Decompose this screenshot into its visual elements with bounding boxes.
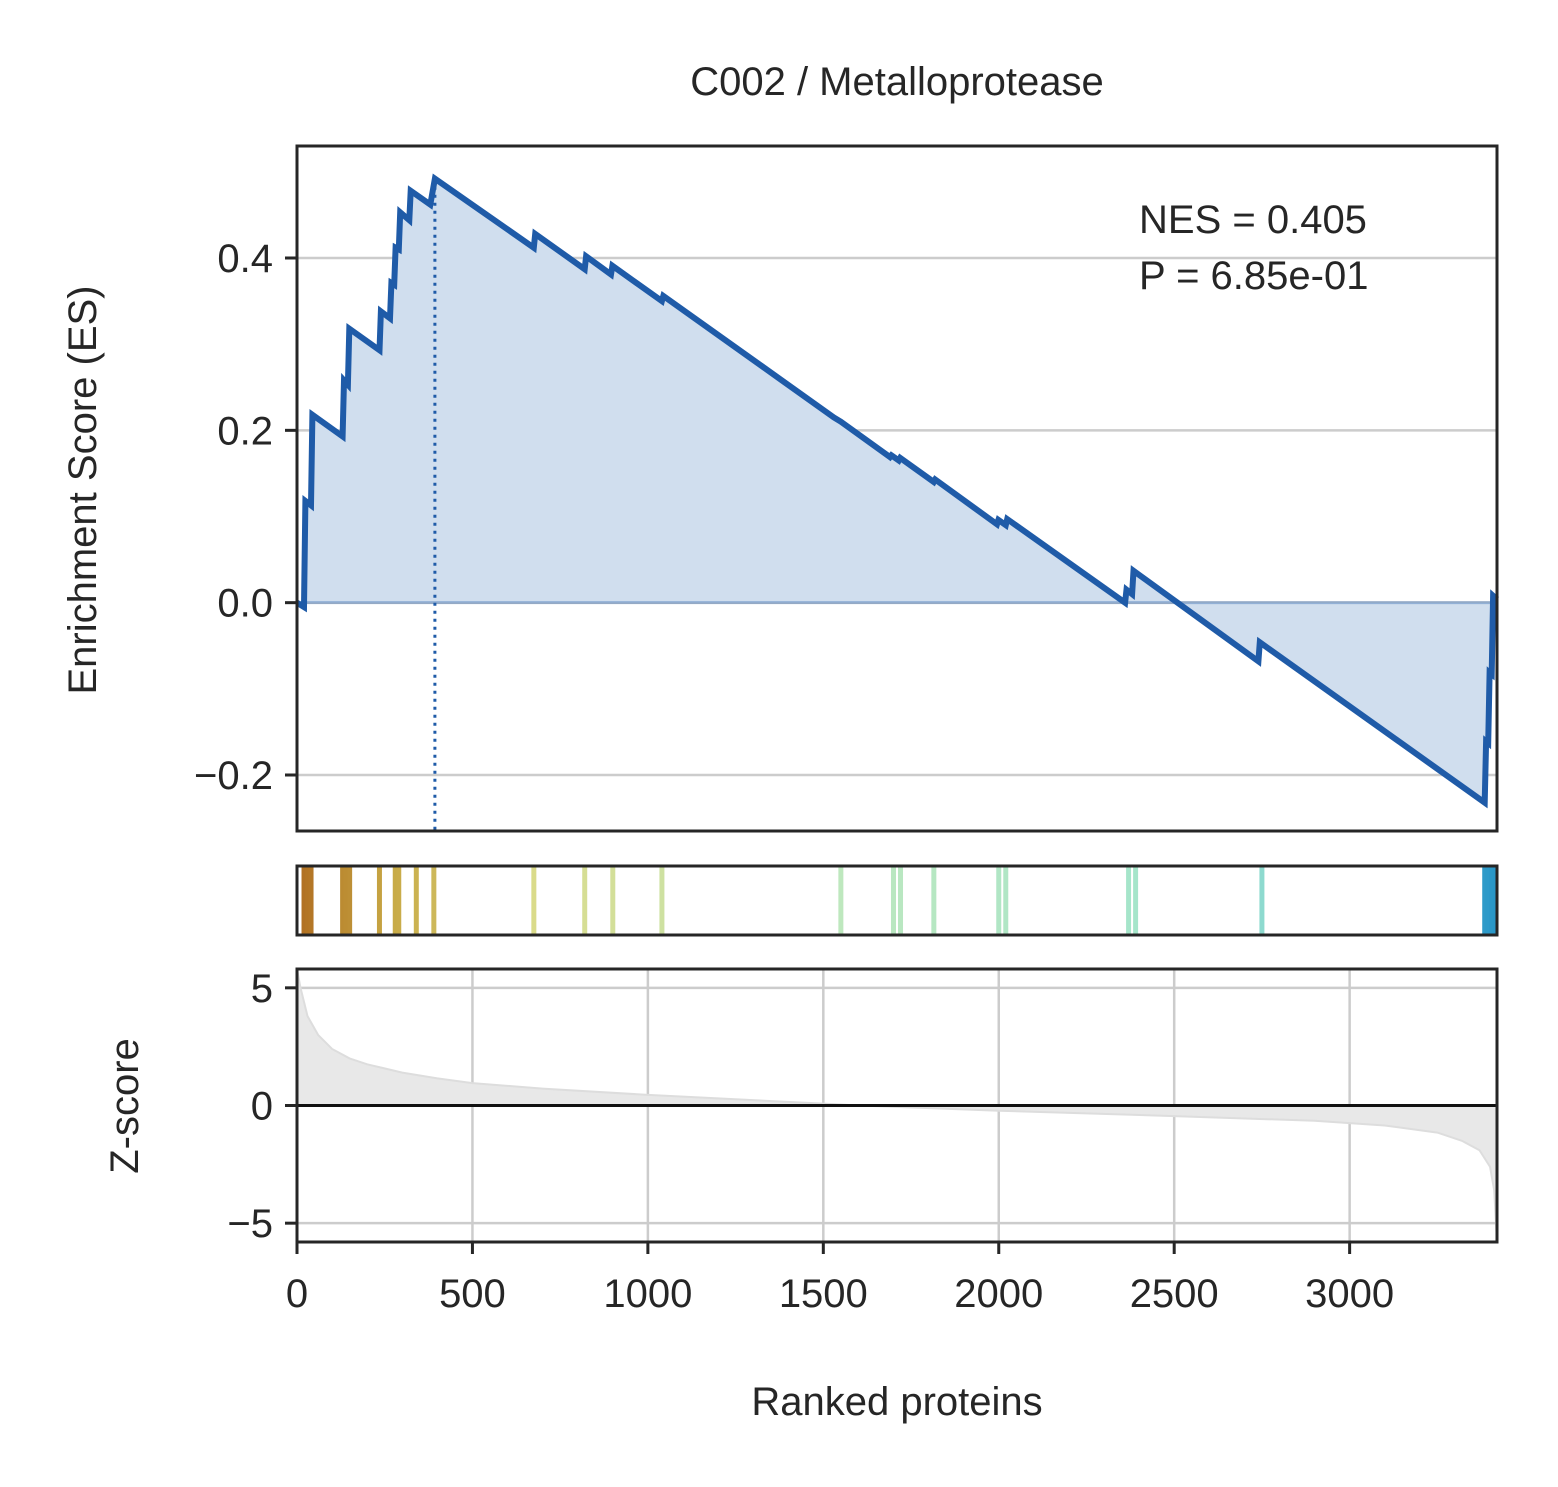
zscore-y-tick-label: 0 bbox=[251, 1085, 273, 1129]
hits-panel bbox=[295, 864, 1499, 937]
x-axis-label: Ranked proteins bbox=[751, 1380, 1042, 1424]
zscore-y-tick-label: −5 bbox=[227, 1202, 273, 1246]
zscore-y-axis: −5 0 5 bbox=[227, 967, 297, 1246]
x-tick-label: 2500 bbox=[1130, 1272, 1219, 1316]
x-tick-label: 1500 bbox=[779, 1272, 868, 1316]
es-y-tick-label: −0.2 bbox=[194, 754, 273, 798]
x-axis: 0 500 1000 1500 2000 2500 3000 bbox=[286, 1242, 1394, 1316]
zscore-y-tick-label: 5 bbox=[251, 967, 273, 1011]
p-value-annotation: P = 6.85e-01 bbox=[1139, 254, 1368, 298]
hits-barcode bbox=[301, 866, 1498, 935]
es-y-tick-label: 0.4 bbox=[217, 237, 273, 281]
zscore-y-axis-label: Z-score bbox=[103, 1038, 147, 1174]
hits-panel-frame bbox=[295, 864, 1499, 937]
x-tick-label: 1000 bbox=[603, 1272, 692, 1316]
nes-annotation: NES = 0.405 bbox=[1139, 198, 1367, 242]
x-tick-label: 3000 bbox=[1305, 1272, 1394, 1316]
x-tick-label: 2000 bbox=[954, 1272, 1043, 1316]
es-panel: −0.2 0.0 0.2 0.4 NES = 0.405 P = 6.85e-01 E… bbox=[61, 144, 1499, 833]
chart-title: C002 / Metalloprotease bbox=[690, 60, 1104, 104]
es-y-axis-label: Enrichment Score (ES) bbox=[61, 285, 105, 694]
x-tick-label: 0 bbox=[286, 1272, 308, 1316]
es-panel-frame bbox=[295, 144, 1499, 833]
es-y-tick-label: 0.0 bbox=[217, 582, 273, 626]
es-area-fill bbox=[297, 178, 1497, 803]
x-tick-label: 500 bbox=[439, 1272, 506, 1316]
es-y-axis: −0.2 0.0 0.2 0.4 bbox=[194, 237, 297, 798]
zscore-panel: −5 0 5 0 500 1000 1500 2000 2500 3000 Z-score Ra… bbox=[103, 967, 1499, 1424]
es-y-tick-label: 0.2 bbox=[217, 409, 273, 453]
es-running-sum-line bbox=[295, 173, 1499, 809]
